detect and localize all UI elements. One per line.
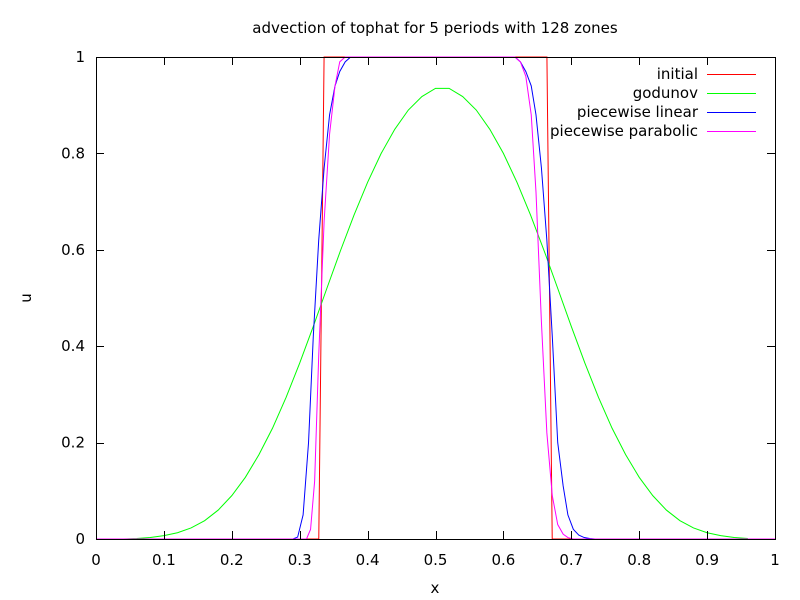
x-tick-label: 1 xyxy=(770,551,780,569)
legend-label: godunov xyxy=(633,84,698,102)
x-axis: 0 0.1 0.2 0.3 0.4 0.5 0.6 0.7 0.8 0.9 1 xyxy=(91,57,780,569)
y-axis: 0 0.2 0.4 0.6 0.8 1 xyxy=(61,48,775,548)
series-line-godunov xyxy=(96,87,748,540)
x-tick-label: 0.2 xyxy=(220,551,244,569)
y-tick-label: 0.4 xyxy=(61,337,85,355)
x-tick-label: 0.4 xyxy=(356,551,380,569)
y-tick-label: 0.8 xyxy=(61,144,85,162)
x-tick-label: 0.5 xyxy=(424,551,448,569)
y-tick-label: 0.6 xyxy=(61,241,85,259)
x-tick-label: 0.3 xyxy=(288,551,312,569)
legend-label: initial xyxy=(657,65,698,83)
x-tick-label: 0.6 xyxy=(491,551,515,569)
legend-label: piecewise parabolic xyxy=(550,122,698,140)
y-tick-label: 0.2 xyxy=(61,434,85,452)
x-axis-label: x xyxy=(431,579,440,597)
x-tick-label: 0.8 xyxy=(627,551,651,569)
x-tick-label: 0 xyxy=(91,551,101,569)
y-tick-label: 1 xyxy=(75,48,85,66)
chart-title: advection of tophat for 5 periods with 1… xyxy=(252,19,618,37)
legend-label: piecewise linear xyxy=(577,103,699,121)
y-tick-label: 0 xyxy=(75,530,85,548)
x-tick-label: 0.1 xyxy=(152,551,176,569)
y-axis-label: u xyxy=(17,293,35,303)
x-tick-label: 0.9 xyxy=(695,551,719,569)
x-tick-label: 0.7 xyxy=(559,551,583,569)
